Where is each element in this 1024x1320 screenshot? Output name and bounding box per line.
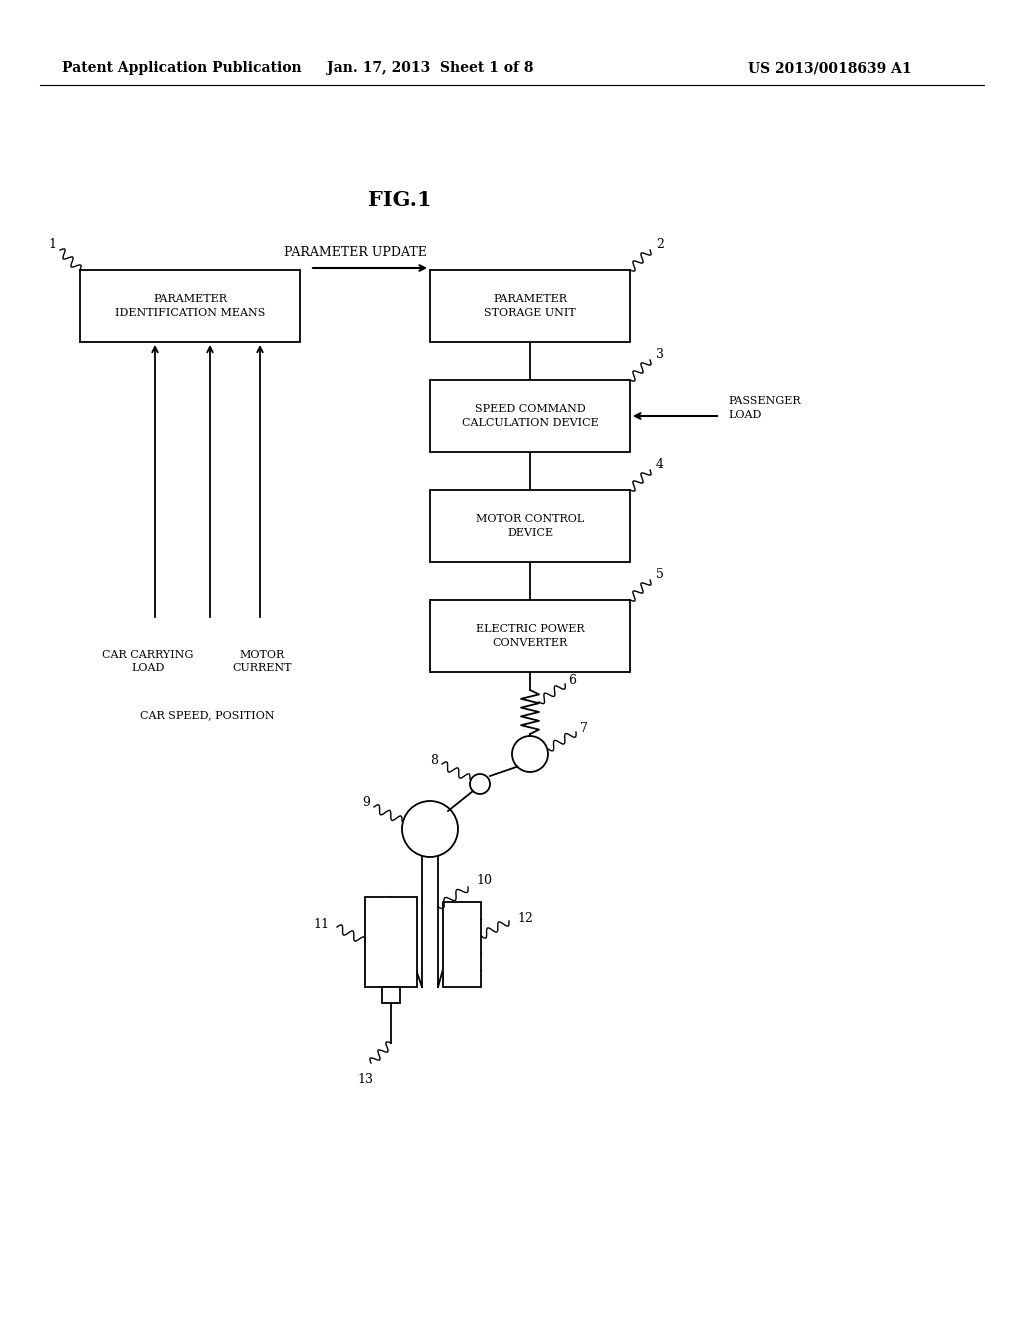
Bar — [430, 601, 630, 672]
Text: CAR SPEED, POSITION: CAR SPEED, POSITION — [139, 710, 274, 719]
Bar — [430, 380, 630, 451]
Text: SPEED COMMAND
CALCULATION DEVICE: SPEED COMMAND CALCULATION DEVICE — [462, 404, 598, 428]
Text: 1: 1 — [48, 238, 56, 251]
Text: 9: 9 — [362, 796, 370, 809]
Text: 11: 11 — [313, 917, 329, 931]
Bar — [80, 271, 300, 342]
Text: 3: 3 — [656, 347, 664, 360]
Text: Jan. 17, 2013  Sheet 1 of 8: Jan. 17, 2013 Sheet 1 of 8 — [327, 61, 534, 75]
Text: ELECTRIC POWER
CONVERTER: ELECTRIC POWER CONVERTER — [476, 624, 585, 648]
Text: 7: 7 — [580, 722, 588, 734]
Text: PASSENGER
LOAD: PASSENGER LOAD — [728, 396, 801, 420]
Text: FIG.1: FIG.1 — [369, 190, 432, 210]
Text: PARAMETER
STORAGE UNIT: PARAMETER STORAGE UNIT — [484, 294, 575, 318]
Text: 2: 2 — [656, 238, 664, 251]
Text: Patent Application Publication: Patent Application Publication — [62, 61, 302, 75]
Bar — [443, 902, 481, 987]
Bar — [365, 898, 417, 987]
Bar — [430, 271, 630, 342]
Bar — [430, 490, 630, 562]
Text: PARAMETER
IDENTIFICATION MEANS: PARAMETER IDENTIFICATION MEANS — [115, 294, 265, 318]
Text: MOTOR CONTROL
DEVICE: MOTOR CONTROL DEVICE — [476, 515, 584, 537]
Text: CAR CARRYING
LOAD: CAR CARRYING LOAD — [102, 649, 194, 673]
Text: 13: 13 — [357, 1073, 373, 1086]
Text: PARAMETER UPDATE: PARAMETER UPDATE — [284, 246, 426, 259]
Text: US 2013/0018639 A1: US 2013/0018639 A1 — [749, 61, 911, 75]
Text: 6: 6 — [568, 673, 575, 686]
Text: 10: 10 — [476, 874, 492, 887]
Text: 5: 5 — [656, 568, 664, 581]
Text: 12: 12 — [517, 912, 532, 924]
Bar — [382, 987, 400, 1003]
Text: 4: 4 — [656, 458, 664, 470]
Text: MOTOR
CURRENT: MOTOR CURRENT — [232, 649, 292, 673]
Text: 8: 8 — [430, 754, 438, 767]
